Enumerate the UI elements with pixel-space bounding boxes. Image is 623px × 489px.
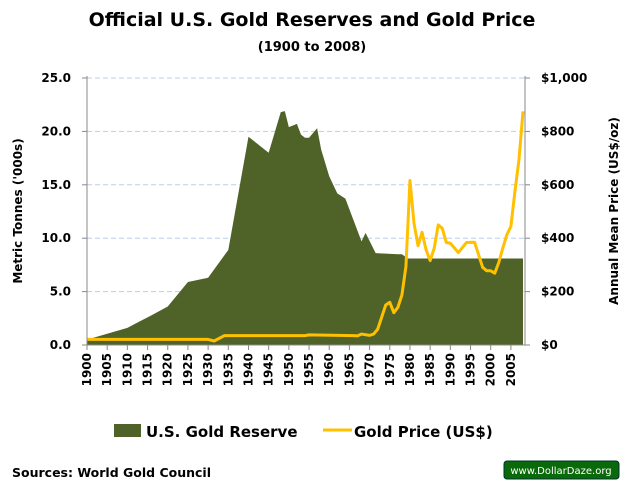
x-tick-label: 1975: [383, 353, 397, 386]
x-tick-label: 1910: [120, 353, 134, 386]
x-tick-label: 1960: [322, 353, 336, 386]
x-tick-label: 1920: [161, 353, 175, 386]
x-tick-label: 1900: [80, 353, 94, 386]
price-line-series: [87, 111, 525, 343]
y-tick-label-left: 5.0: [50, 285, 71, 299]
y-tick-label-right: $0: [541, 338, 558, 352]
watermark-text: www.DollarDaze.org: [510, 466, 611, 477]
y-tick-label-right: $600: [541, 178, 574, 192]
x-tick-label: 1985: [423, 353, 437, 386]
legend-label-reserve: U.S. Gold Reserve: [146, 423, 298, 441]
x-tick-label: 2005: [504, 353, 518, 386]
y-tick-label-right: $400: [541, 231, 574, 245]
y-tick-label-right: $200: [541, 285, 574, 299]
y-tick-label-left: 20.0: [41, 124, 71, 138]
chart-subtitle: (1900 to 2008): [258, 40, 366, 55]
y-tick-label-left: 15.0: [41, 178, 71, 192]
x-tick-label: 1940: [241, 353, 255, 386]
x-tick-label: 1935: [221, 353, 235, 386]
y-tick-label-left: 0.0: [50, 338, 71, 352]
axes: 0.0 5.0 10.0 15.0 20.0 25.0 $0 $200 $400 $600 $800…: [41, 71, 587, 386]
x-tick-label: 1970: [363, 353, 377, 386]
legend-swatch-reserve: [114, 424, 141, 437]
x-tick-label: 2000: [484, 353, 498, 386]
x-tick-label: 1995: [464, 353, 478, 386]
reserve-area: [87, 111, 523, 345]
watermark-badge: [503, 460, 620, 480]
x-tick-label: 1980: [403, 353, 417, 386]
price-line: [87, 111, 525, 343]
y-tick-label-left: 25.0: [41, 71, 71, 85]
y-axis-title-left: Metric Tonnes ('000s): [11, 138, 25, 283]
y-tick-label-right: $1,000: [541, 71, 587, 85]
legend-label-price: Gold Price (US$): [354, 423, 493, 441]
x-tick-label: 1990: [443, 353, 457, 386]
x-tick-label: 1915: [141, 353, 155, 386]
y-tick-label-right: $800: [541, 124, 574, 138]
legend: U.S. Gold Reserve Gold Price (US$): [114, 423, 493, 441]
reserve-area-series: [87, 111, 523, 345]
x-tick-label: 1965: [342, 353, 356, 386]
source-note: Sources: World Gold Council: [12, 465, 211, 480]
chart-title: Official U.S. Gold Reserves and Gold Pri…: [89, 9, 536, 31]
y-axis-title-right: Annual Mean Price (US$/oz): [607, 117, 621, 305]
x-tick-label: 1925: [181, 353, 195, 386]
x-tick-label: 1950: [282, 353, 296, 386]
x-tick-label: 1945: [262, 353, 276, 386]
x-tick-label: 1930: [201, 353, 215, 386]
x-tick-label: 1905: [100, 353, 114, 386]
y-tick-label-left: 10.0: [41, 231, 71, 245]
x-tick-label: 1955: [302, 353, 316, 386]
